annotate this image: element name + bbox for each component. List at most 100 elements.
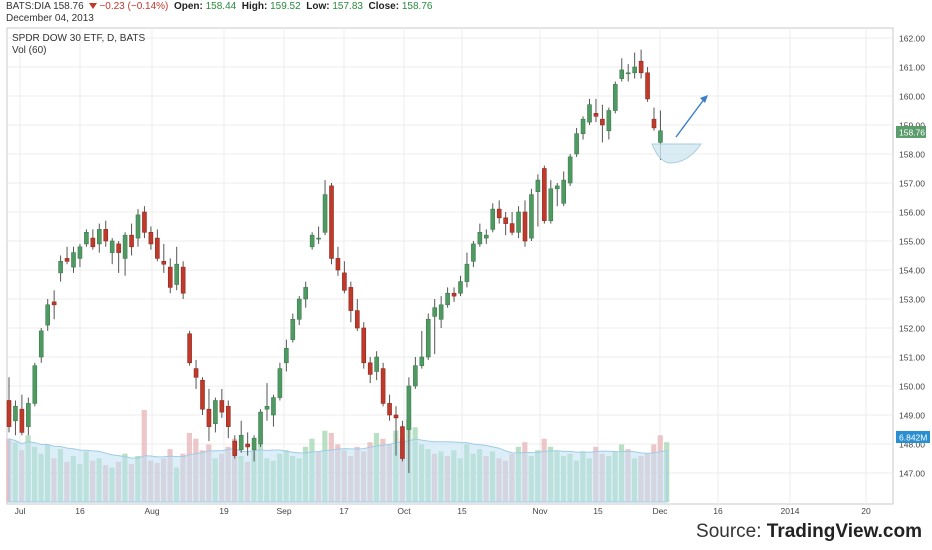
candle-body[interactable] [155, 237, 160, 259]
candle-body[interactable] [483, 234, 489, 239]
candle-body[interactable] [438, 304, 444, 320]
candle-body[interactable] [619, 69, 625, 79]
candle-body[interactable] [84, 232, 89, 245]
candle-body[interactable] [290, 318, 296, 340]
candle-body[interactable] [348, 287, 354, 311]
candle-body[interactable] [413, 365, 418, 387]
candle-body[interactable] [374, 356, 379, 372]
candle-body[interactable] [187, 333, 192, 364]
candle-body[interactable] [354, 310, 360, 329]
candle-body[interactable] [503, 217, 508, 224]
candle-body[interactable] [638, 60, 644, 74]
candle-body[interactable] [116, 243, 121, 253]
candle-body[interactable] [561, 179, 567, 204]
candle-body[interactable] [600, 118, 605, 126]
candle-body[interactable] [316, 237, 321, 240]
candle-body[interactable] [232, 440, 238, 456]
candle-body[interactable] [284, 347, 289, 364]
candle-body[interactable] [309, 234, 315, 248]
candle-body[interactable] [496, 208, 502, 219]
candle-body[interactable] [451, 292, 457, 297]
candle-body[interactable] [129, 234, 134, 248]
candle-body[interactable] [161, 260, 167, 265]
candle-body[interactable] [226, 405, 231, 427]
candle-body[interactable] [258, 411, 263, 445]
candle-body[interactable] [6, 400, 12, 427]
candle-body[interactable] [271, 397, 276, 416]
candle-body[interactable] [419, 356, 425, 366]
candle-body[interactable] [554, 185, 560, 190]
candle-body[interactable] [535, 179, 541, 193]
candle-body[interactable] [148, 232, 154, 245]
candle-body[interactable] [458, 281, 463, 294]
candle-body[interactable] [13, 405, 18, 422]
time-axis[interactable]: Jul 16 Aug 19 Sep 17 Oct 15 Nov 15 Dec 16 2014 20 [15, 506, 871, 516]
candle-body[interactable] [574, 133, 579, 155]
candle-body[interactable] [167, 266, 173, 288]
price-axis[interactable]: 162.00 161.00 160.00 159.00 158.00 157.00 156.… [899, 34, 925, 479]
candle-body[interactable] [329, 185, 334, 259]
trend-arrow-line[interactable] [675, 97, 706, 138]
candle-body[interactable] [26, 403, 31, 427]
candle-body[interactable] [516, 211, 521, 233]
candle-body[interactable] [367, 362, 373, 375]
candle-body[interactable] [490, 208, 496, 230]
candle-body[interactable] [103, 229, 109, 242]
candle-body[interactable] [612, 84, 618, 111]
candle-body[interactable] [548, 188, 554, 222]
candle-body[interactable] [296, 298, 302, 320]
candle-body[interactable] [335, 258, 341, 271]
candle-body[interactable] [213, 400, 218, 425]
candle-body[interactable] [542, 168, 547, 222]
candle-body[interactable] [58, 260, 63, 274]
candles[interactable] [6, 49, 663, 473]
candle-body[interactable] [651, 118, 657, 129]
annotation-drawing[interactable] [651, 95, 708, 164]
candle-body[interactable] [264, 405, 270, 410]
candle-body[interactable] [238, 434, 244, 451]
candle-body[interactable] [245, 443, 250, 448]
candle-body[interactable] [529, 194, 534, 239]
candle-body[interactable] [658, 130, 663, 143]
candle-body[interactable] [606, 110, 612, 132]
candle-body[interactable] [38, 330, 44, 358]
candle-body[interactable] [322, 194, 328, 233]
candle-body[interactable] [477, 232, 483, 245]
candle-body[interactable] [45, 304, 51, 326]
candle-body[interactable] [64, 258, 70, 262]
candle-body[interactable] [380, 368, 386, 404]
candle-body[interactable] [625, 72, 631, 75]
candle-body[interactable] [71, 252, 76, 268]
candle-body[interactable] [19, 408, 25, 433]
candle-body[interactable] [632, 66, 637, 74]
candle-body[interactable] [393, 414, 399, 419]
candle-body[interactable] [174, 263, 179, 285]
candle-body[interactable] [587, 104, 592, 123]
candle-body[interactable] [387, 403, 392, 416]
candle-body[interactable] [471, 243, 476, 262]
candle-body[interactable] [97, 229, 102, 245]
candle-body[interactable] [51, 301, 57, 306]
candle-body[interactable] [303, 287, 309, 300]
candle-body[interactable] [361, 327, 367, 364]
candle-body[interactable] [122, 234, 128, 259]
candle-body[interactable] [90, 237, 96, 248]
candle-body[interactable] [522, 211, 528, 242]
bottom-arc-shape[interactable] [651, 143, 702, 164]
candle-body[interactable] [406, 385, 412, 430]
candle-body[interactable] [509, 223, 515, 233]
candle-body[interactable] [342, 272, 347, 291]
candle-body[interactable] [425, 318, 431, 358]
candle-body[interactable] [645, 72, 650, 100]
candle-body[interactable] [445, 292, 450, 306]
candle-body[interactable] [109, 240, 115, 253]
candle-body[interactable] [142, 211, 147, 233]
candle-body[interactable] [193, 368, 199, 378]
candle-body[interactable] [400, 426, 405, 459]
candle-body[interactable] [567, 156, 573, 184]
candle-body[interactable] [277, 368, 283, 398]
candle-body[interactable] [464, 263, 470, 282]
candle-body[interactable] [251, 437, 257, 451]
candle-body[interactable] [206, 408, 212, 427]
